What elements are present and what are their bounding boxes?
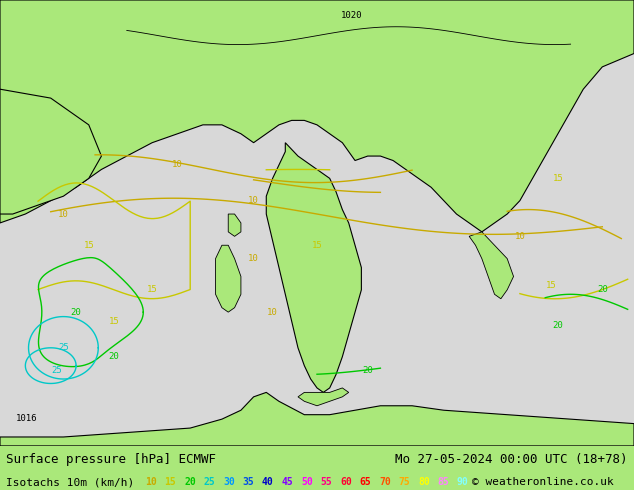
Text: 50: 50 [301, 477, 313, 487]
Text: 20: 20 [109, 352, 119, 361]
Text: 25: 25 [52, 366, 62, 374]
Text: 20: 20 [71, 308, 81, 317]
Text: 20: 20 [363, 366, 373, 374]
Text: 10: 10 [249, 254, 259, 263]
Polygon shape [298, 388, 349, 406]
Text: 40: 40 [262, 477, 274, 487]
Text: 15: 15 [147, 285, 157, 294]
Text: 15: 15 [109, 317, 119, 325]
Text: 75: 75 [398, 477, 410, 487]
Text: 15: 15 [553, 174, 563, 183]
Text: 20: 20 [597, 285, 607, 294]
Text: 20: 20 [553, 321, 563, 330]
Text: 45: 45 [281, 477, 294, 487]
Polygon shape [216, 245, 241, 312]
Text: 1020: 1020 [341, 11, 363, 20]
Polygon shape [469, 232, 514, 299]
Text: © weatheronline.co.uk: © weatheronline.co.uk [472, 477, 614, 487]
Polygon shape [266, 143, 361, 392]
Text: 80: 80 [418, 477, 430, 487]
Polygon shape [228, 214, 241, 236]
Text: 85: 85 [437, 477, 450, 487]
Text: 65: 65 [359, 477, 372, 487]
Text: 20: 20 [184, 477, 196, 487]
Text: 1016: 1016 [16, 414, 37, 423]
Text: 15: 15 [84, 241, 94, 250]
Text: 25: 25 [204, 477, 216, 487]
Text: 10: 10 [58, 210, 68, 219]
Text: 70: 70 [379, 477, 391, 487]
Text: 15: 15 [164, 477, 176, 487]
Text: 15: 15 [547, 281, 557, 290]
Text: Isotachs 10m (km/h): Isotachs 10m (km/h) [6, 477, 134, 487]
Text: 10: 10 [172, 161, 183, 170]
Text: 10: 10 [249, 196, 259, 205]
Text: 10: 10 [515, 232, 525, 241]
Text: 90: 90 [457, 477, 469, 487]
Text: 10: 10 [145, 477, 157, 487]
Polygon shape [0, 89, 101, 214]
Text: Mo 27-05-2024 00:00 UTC (18+78): Mo 27-05-2024 00:00 UTC (18+78) [395, 453, 628, 466]
Polygon shape [0, 392, 634, 446]
Text: 15: 15 [312, 241, 322, 250]
Text: Surface pressure [hPa] ECMWF: Surface pressure [hPa] ECMWF [6, 453, 216, 466]
Text: 55: 55 [320, 477, 332, 487]
Text: 10: 10 [268, 308, 278, 317]
Text: 60: 60 [340, 477, 352, 487]
Text: 35: 35 [242, 477, 254, 487]
Text: 25: 25 [58, 343, 68, 352]
Text: 30: 30 [223, 477, 235, 487]
Polygon shape [0, 0, 634, 232]
